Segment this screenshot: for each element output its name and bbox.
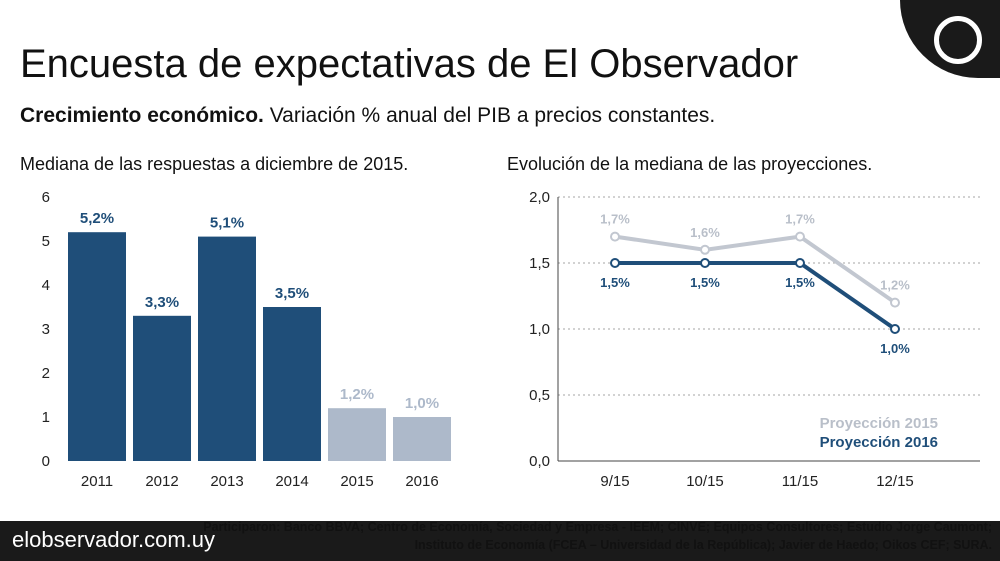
y-tick-label: 2,0 bbox=[529, 189, 550, 206]
footer-site[interactable]: elobservador.com.uy bbox=[12, 527, 215, 552]
y-tick-label: 0,5 bbox=[529, 387, 550, 404]
x-tick-label: 12/15 bbox=[876, 473, 914, 490]
x-tick-label: 2016 bbox=[405, 473, 438, 490]
bar-value-label: 5,1% bbox=[210, 215, 244, 232]
chart-panel: Encuesta de expectativas de El Observado… bbox=[0, 0, 1000, 521]
y-tick-label: 1 bbox=[42, 409, 50, 426]
x-tick-label: 2011 bbox=[81, 473, 113, 490]
line-chart: 0,0 0,5 1,0 1,5 2,0 9/15 10/15 11/15 12/15 1,7% 1,… bbox=[529, 189, 980, 490]
data-point bbox=[795, 231, 805, 242]
data-label: 1,6% bbox=[690, 225, 720, 240]
bar-chart-title: Mediana de las respuestas a diciembre de… bbox=[20, 154, 409, 174]
page-title: Encuesta de expectativas de El Observado… bbox=[20, 42, 799, 86]
y-tick-label: 3 bbox=[42, 321, 50, 338]
legend-entry: Proyección 2015 bbox=[820, 415, 938, 432]
data-label: 1,7% bbox=[785, 212, 815, 227]
x-tick-label: 9/15 bbox=[600, 473, 629, 490]
subtitle-rest: Variación % anual del PIB a precios cons… bbox=[269, 104, 716, 127]
series-line bbox=[615, 261, 897, 331]
bar-chart: 0 1 2 3 4 5 6 5,2% 2011 3,3% 2012 5,1% 2013 3,5% 2014 1… bbox=[42, 189, 451, 490]
data-label: 1,5% bbox=[600, 275, 630, 290]
bar bbox=[393, 417, 451, 461]
bar-value-label: 3,5% bbox=[275, 285, 309, 302]
data-point bbox=[890, 297, 900, 308]
data-label: 1,2% bbox=[880, 278, 910, 293]
bar-value-label: 1,0% bbox=[405, 395, 439, 412]
y-tick-label: 0,0 bbox=[529, 453, 550, 470]
y-tick-label: 1,5 bbox=[529, 255, 550, 272]
y-tick-label: 5 bbox=[42, 233, 50, 250]
data-label: 1,0% bbox=[880, 341, 910, 356]
x-tick-label: 2014 bbox=[275, 473, 308, 490]
data-point bbox=[700, 244, 710, 255]
page-subtitle: Crecimiento económico. Variación % anual… bbox=[20, 104, 715, 128]
legend-entry: Proyección 2016 bbox=[820, 434, 938, 451]
series-line bbox=[614, 234, 897, 305]
y-tick-label: 4 bbox=[42, 277, 50, 294]
data-point bbox=[610, 258, 620, 268]
bar-value-label: 1,2% bbox=[340, 386, 374, 403]
data-label: 1,5% bbox=[785, 275, 815, 290]
y-tick-label: 2 bbox=[42, 365, 50, 382]
y-tick-label: 1,0 bbox=[529, 321, 550, 338]
bar bbox=[263, 307, 321, 461]
data-point bbox=[610, 231, 620, 242]
logo-tab bbox=[900, 0, 1000, 78]
bar bbox=[68, 232, 126, 461]
data-point bbox=[795, 258, 805, 268]
x-tick-label: 2012 bbox=[145, 473, 178, 490]
bar bbox=[198, 236, 256, 461]
bar-value-label: 3,3% bbox=[145, 294, 179, 311]
bar bbox=[328, 408, 386, 461]
x-tick-label: 2015 bbox=[340, 473, 373, 490]
x-tick-label: 2013 bbox=[210, 473, 243, 490]
data-label: 1,7% bbox=[600, 212, 630, 227]
x-tick-label: 10/15 bbox=[686, 473, 724, 490]
logo-circle-icon bbox=[934, 16, 982, 64]
data-point bbox=[890, 324, 900, 334]
y-tick-label: 0 bbox=[42, 453, 50, 470]
data-point bbox=[700, 258, 710, 268]
y-tick-label: 6 bbox=[42, 189, 50, 206]
bar-value-label: 5,2% bbox=[80, 210, 114, 227]
x-tick-label: 11/15 bbox=[782, 473, 818, 490]
bar bbox=[133, 315, 191, 461]
line-chart-title: Evolución de la mediana de las proyeccio… bbox=[507, 154, 873, 174]
data-label: 1,5% bbox=[690, 275, 720, 290]
subtitle-bold: Crecimiento económico. bbox=[20, 104, 264, 127]
footer-participants-note: Participaron: Banco BBVA; Centro de Econ… bbox=[203, 520, 992, 552]
